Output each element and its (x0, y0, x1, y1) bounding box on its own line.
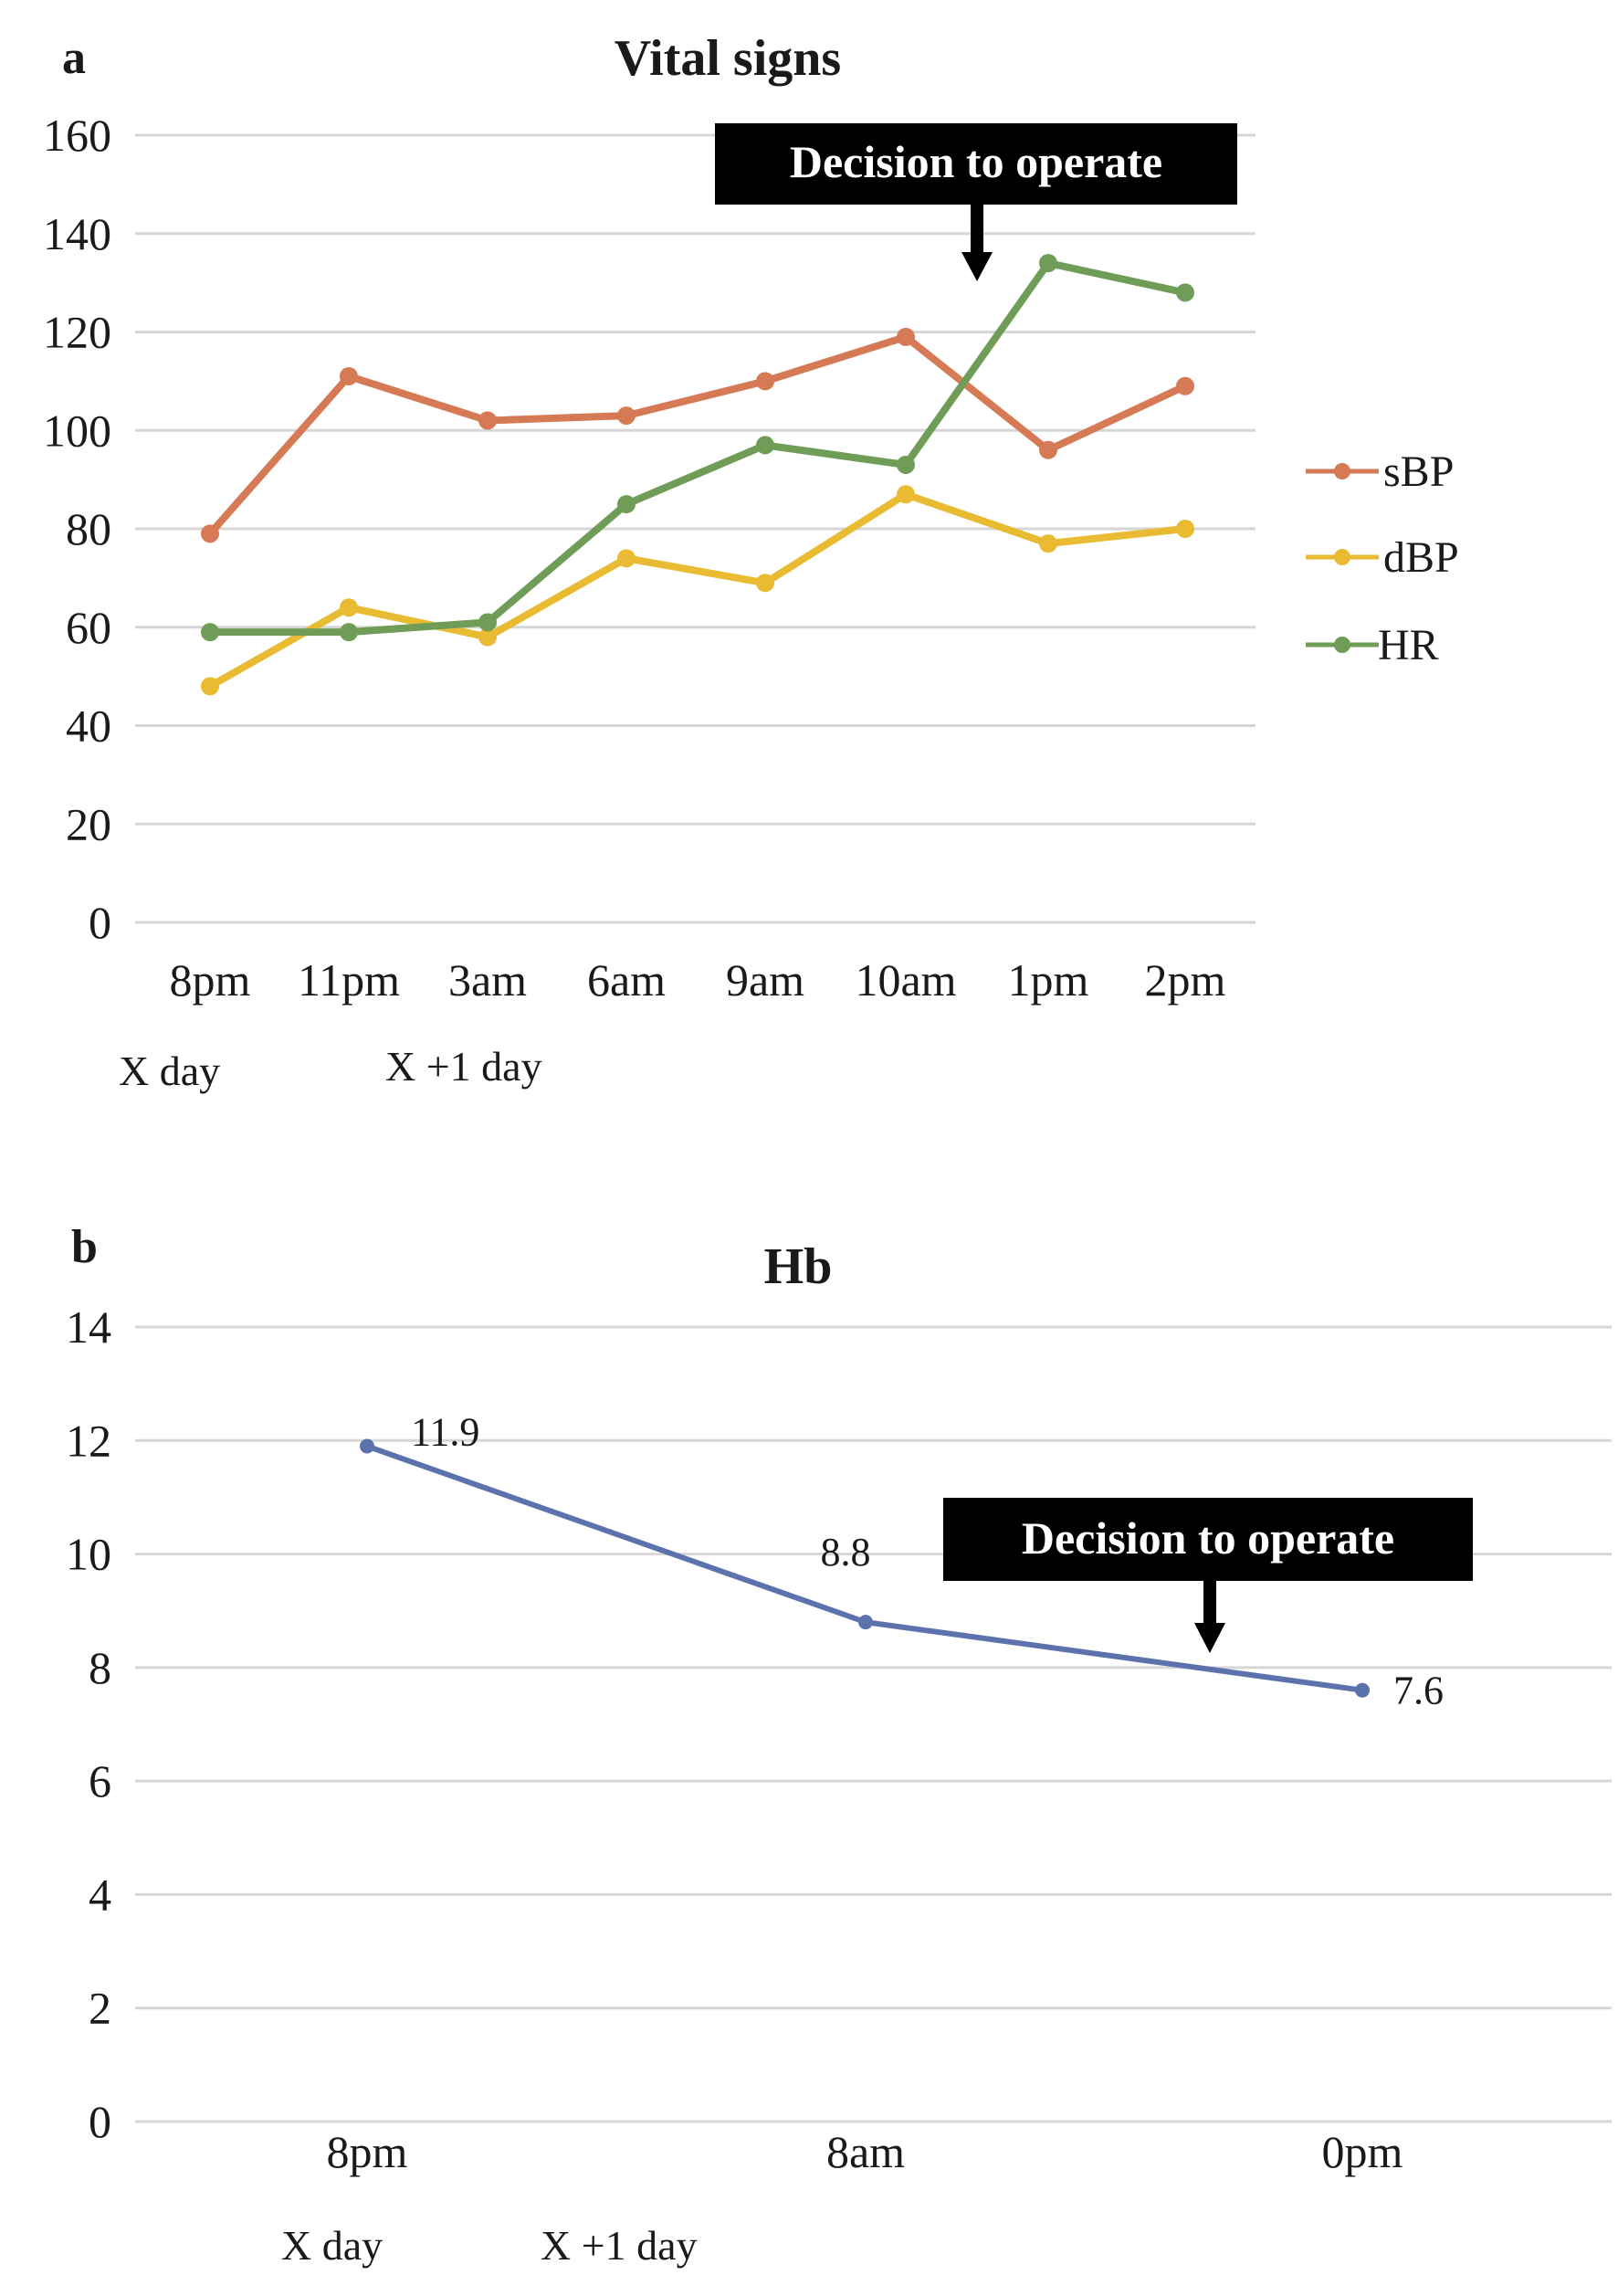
data-point-hr-9am (756, 436, 774, 455)
data-point-sbp-2pm (1176, 376, 1194, 395)
annotation-b-arrow-shaft (1203, 1581, 1216, 1623)
legend-marker-sbp (1334, 463, 1350, 479)
data-point-series-0pm (1355, 1682, 1370, 1698)
data-point-dbp-6am (617, 549, 636, 568)
annotation-b-text: Decision to operate (1022, 1512, 1394, 1564)
x-tick-label-3am: 3am (448, 954, 527, 1006)
chart-b-day-label-x-day: X day (281, 2222, 383, 2269)
legend-item-sbp: sBP (1306, 448, 1454, 496)
panel-a-letter: a (62, 32, 86, 84)
data-point-sbp-10am (897, 327, 915, 346)
x-tick-label-0pm: 0pm (1322, 2126, 1403, 2177)
y-tick-label-14: 14 (66, 1301, 111, 1353)
y-tick-label-6: 6 (89, 1755, 111, 1806)
data-label-8.8: 8.8 (821, 1530, 871, 1575)
y-tick-label-120: 120 (43, 307, 111, 358)
chart-a-decision-annotation: Decision to operate (715, 123, 1237, 281)
data-point-hr-2pm (1176, 283, 1194, 302)
x-tick-label-6am: 6am (587, 954, 666, 1006)
x-tick-label-2pm: 2pm (1145, 954, 1226, 1006)
series-line-sbp (206, 332, 1187, 537)
data-point-dbp-8pm (201, 677, 219, 696)
chart-a-title: Vital signs (615, 30, 841, 87)
data-point-sbp-9am (756, 372, 774, 391)
x-tick-label-8am: 8am (826, 2126, 905, 2177)
series-line-dbp (208, 490, 1186, 690)
annotation-a-arrow-shaft (971, 205, 983, 252)
series-line-hr (210, 259, 1186, 637)
annotation-b-box (943, 1498, 1473, 1581)
x-tick-label-10am: 10am (855, 954, 956, 1006)
data-point-dbp-3am (478, 627, 497, 647)
data-point-dbp-11pm (340, 598, 358, 617)
legend-marker-dbp (1334, 549, 1350, 565)
chart-b-day-label-x-plus-1-day: X +1 day (541, 2222, 698, 2269)
chart-a-day-label-x-day: X day (119, 1048, 220, 1094)
x-tick-label-8pm: 8pm (170, 954, 251, 1006)
y-tick-label-2: 2 (89, 1983, 111, 2034)
data-point-series-8pm (360, 1438, 374, 1454)
data-point-dbp-2pm (1176, 520, 1194, 538)
chart-a-day-label-x-plus-1-day: X +1 day (385, 1043, 542, 1090)
annotation-a-arrow-down-icon (961, 252, 993, 281)
data-point-dbp-1pm (1039, 534, 1057, 553)
x-tick-label-11pm: 11pm (298, 954, 400, 1006)
data-point-sbp-3am (478, 411, 497, 430)
y-tick-label-0: 0 (89, 2096, 111, 2147)
legend-label-hr: HR (1378, 621, 1439, 669)
annotation-a-text: Decision to operate (790, 136, 1162, 187)
y-tick-label-10: 10 (66, 1529, 111, 1580)
data-point-hr-10am (897, 455, 915, 474)
data-point-hr-3am (478, 613, 497, 632)
x-tick-label-1pm: 1pm (1008, 954, 1089, 1006)
chart-a-legend: sBP dBP HR (1306, 448, 1459, 669)
x-tick-label-8pm: 8pm (327, 2126, 408, 2177)
y-tick-label-8: 8 (89, 1642, 111, 1693)
data-point-series-8am (858, 1615, 873, 1630)
data-point-sbp-1pm (1039, 440, 1057, 459)
data-point-hr-11pm (340, 623, 358, 642)
data-point-hr-1pm (1039, 254, 1057, 273)
panel-b-hb-chart: b Hb 0 2 4 6 8 10 12 14 8pm 8am 0pm 11.9 8.8 7.6 De… (66, 1221, 1612, 2269)
legend-item-dbp: dBP (1306, 533, 1459, 582)
y-tick-label-12: 12 (66, 1415, 111, 1466)
y-tick-label-0: 0 (89, 897, 111, 948)
panel-b-letter: b (71, 1221, 98, 1273)
y-tick-label-20: 20 (66, 798, 111, 849)
annotation-a-box (715, 123, 1237, 205)
data-label-11.9: 11.9 (411, 1410, 479, 1455)
legend-item-hr: HR (1306, 621, 1439, 669)
chart-b-title: Hb (764, 1238, 833, 1295)
y-tick-label-4: 4 (89, 1869, 111, 1920)
legend-label-sbp: sBP (1383, 448, 1454, 496)
data-label-7.6: 7.6 (1393, 1669, 1444, 1713)
y-tick-label-80: 80 (66, 503, 111, 554)
legend-marker-hr (1334, 637, 1350, 653)
data-point-sbp-11pm (340, 366, 358, 385)
data-point-dbp-9am (756, 574, 774, 593)
data-point-sbp-8pm (201, 524, 219, 543)
panel-a-vital-signs-chart: a Vital signs 0 20 40 60 80 100 120 140 160 8pm 1… (43, 30, 1459, 1094)
y-tick-label-140: 140 (43, 208, 111, 259)
data-point-hr-6am (617, 495, 636, 514)
y-tick-label-60: 60 (66, 602, 111, 653)
x-tick-label-9am: 9am (726, 954, 804, 1006)
data-point-dbp-10am (897, 485, 915, 504)
y-tick-label-100: 100 (43, 405, 111, 456)
y-tick-label-160: 160 (43, 110, 111, 161)
y-tick-label-40: 40 (66, 700, 111, 752)
legend-label-dbp: dBP (1383, 533, 1459, 582)
chart-b-decision-annotation: Decision to operate (943, 1498, 1473, 1653)
data-point-hr-8pm (201, 623, 219, 642)
data-point-sbp-6am (617, 406, 636, 426)
annotation-b-arrow-down-icon (1194, 1623, 1225, 1653)
